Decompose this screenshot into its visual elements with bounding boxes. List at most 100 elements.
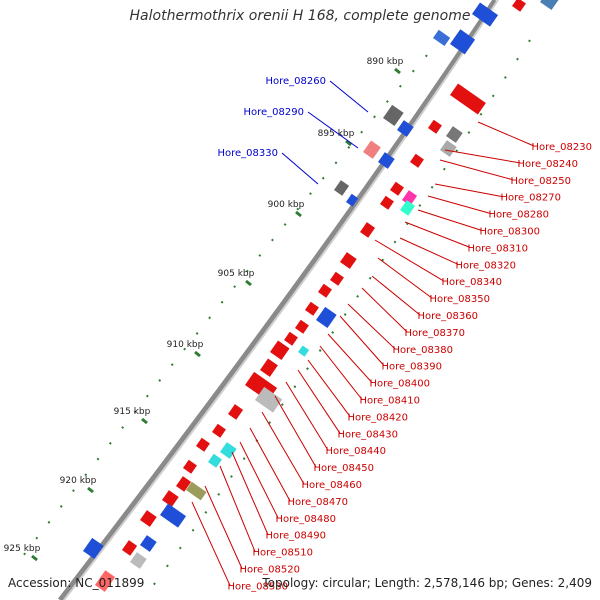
gene-label[interactable]: Hore_08300: [480, 227, 541, 238]
gene-reverse-mark[interactable]: [159, 503, 187, 528]
gene-reverse-mark[interactable]: [450, 83, 486, 115]
gene-reverse-mark[interactable]: [220, 442, 237, 459]
gene-label[interactable]: Hore_08520: [240, 565, 301, 576]
gene-label[interactable]: Hore_08250: [511, 176, 572, 187]
gene-reverse-mark[interactable]: [140, 510, 157, 527]
gene-labels: Hore_08260 Hore_08290 Hore_08330 Hore_08230…: [218, 76, 593, 592]
leader-line: [231, 451, 269, 535]
gene-reverse-mark[interactable]: [379, 195, 394, 210]
gene-reverse-mark[interactable]: [316, 306, 337, 329]
scale-tick: [245, 279, 252, 287]
gene-forward-mark[interactable]: [540, 0, 561, 11]
gene-label[interactable]: Hore_08280: [489, 210, 550, 221]
gene-label[interactable]: Hore_08420: [348, 412, 409, 423]
gene-forward-mark[interactable]: [346, 193, 359, 207]
gene-label[interactable]: Hore_08510: [253, 548, 314, 559]
gene-label[interactable]: Hore_08440: [326, 446, 387, 457]
gene-forward-mark[interactable]: [82, 537, 104, 560]
leader-line: [371, 275, 421, 316]
leader-line: [249, 427, 291, 502]
gene-reverse-mark[interactable]: [410, 153, 424, 168]
gene-reverse-mark[interactable]: [208, 453, 222, 468]
gene-reverse-mark[interactable]: [130, 552, 147, 569]
scale-label: 925 kbp: [4, 544, 41, 554]
gene-reverse-mark[interactable]: [329, 271, 344, 286]
gene-label[interactable]: Hore_08390: [382, 362, 443, 373]
leader-line: [347, 303, 396, 350]
gene-label[interactable]: Hore_08240: [518, 159, 579, 170]
gene-label[interactable]: Hore_08270: [501, 193, 562, 204]
gene-label[interactable]: Hore_08490: [266, 531, 327, 542]
gene-reverse-mark[interactable]: [211, 423, 226, 438]
leader-line: [377, 257, 433, 299]
leader-line: [361, 287, 408, 333]
gene-label[interactable]: Hore_08380: [393, 345, 454, 356]
gene-reverse-mark[interactable]: [390, 181, 404, 196]
genome-title: Halothermothrix orenii H 168, complete g…: [129, 8, 471, 24]
gene-label[interactable]: Hore_08330: [218, 148, 279, 159]
gene-reverse-mark[interactable]: [228, 404, 244, 420]
scale-label: 915 kbp: [114, 407, 151, 417]
gene-reverse-mark[interactable]: [305, 301, 319, 316]
gene-reverse-mark[interactable]: [140, 535, 157, 552]
gene-label[interactable]: Hore_08430: [338, 429, 399, 440]
gene-label[interactable]: Hore_08350: [430, 294, 491, 305]
gene-reverse-mark[interactable]: [283, 331, 298, 346]
gene-reverse-mark[interactable]: [399, 200, 416, 216]
gene-forward-mark[interactable]: [472, 2, 499, 27]
gene-label[interactable]: Hore_08230: [532, 142, 593, 153]
gene-label[interactable]: Hore_08460: [302, 480, 363, 491]
gene-label[interactable]: Hore_08290: [244, 107, 305, 118]
gene-forward-mark[interactable]: [333, 180, 350, 196]
gene-label[interactable]: Hore_08410: [360, 396, 421, 407]
gene-reverse-mark[interactable]: [185, 481, 207, 501]
scale-tick: [141, 417, 148, 425]
gene-label[interactable]: Hore_08480: [276, 514, 337, 525]
leader-line: [274, 395, 317, 468]
gene-forward-mark[interactable]: [378, 152, 395, 169]
gene-label[interactable]: Hore_08320: [456, 260, 517, 271]
gene-reverse-mark[interactable]: [94, 570, 116, 592]
gene-reverse-mark[interactable]: [176, 476, 192, 492]
accession-text: Accession: NC_011899: [8, 576, 145, 590]
scale-label: 900 kbp: [268, 200, 305, 210]
gene-reverse-mark[interactable]: [298, 345, 310, 357]
gene-forward-mark[interactable]: [397, 120, 414, 137]
gene-label[interactable]: Hore_08340: [442, 277, 503, 288]
gene-label[interactable]: Hore_08360: [418, 311, 479, 322]
leader-line: [399, 237, 459, 265]
gene-reverse-mark[interactable]: [195, 437, 210, 452]
gene-label[interactable]: Hore_08400: [370, 379, 431, 390]
gene-label[interactable]: Hore_08530: [228, 581, 289, 592]
gene-reverse-mark[interactable]: [162, 490, 179, 507]
leader-line: [204, 485, 243, 569]
gene-reverse-mark[interactable]: [255, 386, 283, 413]
gene-reverse-mark[interactable]: [182, 459, 197, 474]
leader-line: [477, 121, 535, 147]
gene-reverse-mark[interactable]: [512, 0, 526, 12]
gene-reverse-mark[interactable]: [446, 126, 463, 143]
gene-label[interactable]: Hore_08450: [314, 463, 375, 474]
leader-line: [327, 333, 373, 383]
gene-forward-mark[interactable]: [450, 29, 476, 55]
gene-reverse-mark[interactable]: [440, 140, 457, 157]
gene-reverse-mark[interactable]: [360, 222, 376, 238]
leader-line: [219, 465, 256, 552]
gene-reverse-mark[interactable]: [340, 252, 357, 269]
gene-forward-mark[interactable]: [362, 140, 381, 159]
gene-reverse-mark[interactable]: [295, 319, 309, 334]
gene-label[interactable]: Hore_08310: [468, 243, 529, 254]
gene-label[interactable]: Hore_08470: [288, 497, 349, 508]
gene-reverse-mark[interactable]: [121, 540, 138, 556]
gene-forward-mark[interactable]: [433, 29, 451, 47]
reverse-genes: [94, 0, 526, 592]
leader-line: [417, 209, 483, 231]
gene-reverse-mark[interactable]: [269, 340, 290, 361]
gene-reverse-mark[interactable]: [428, 119, 442, 134]
gene-label[interactable]: Hore_08260: [266, 76, 327, 87]
gene-forward-mark[interactable]: [383, 104, 404, 127]
gene-label[interactable]: Hore_08370: [405, 328, 466, 339]
gene-reverse-mark[interactable]: [260, 358, 278, 377]
gene-reverse-mark[interactable]: [318, 283, 332, 298]
scale-tick: [295, 210, 302, 218]
